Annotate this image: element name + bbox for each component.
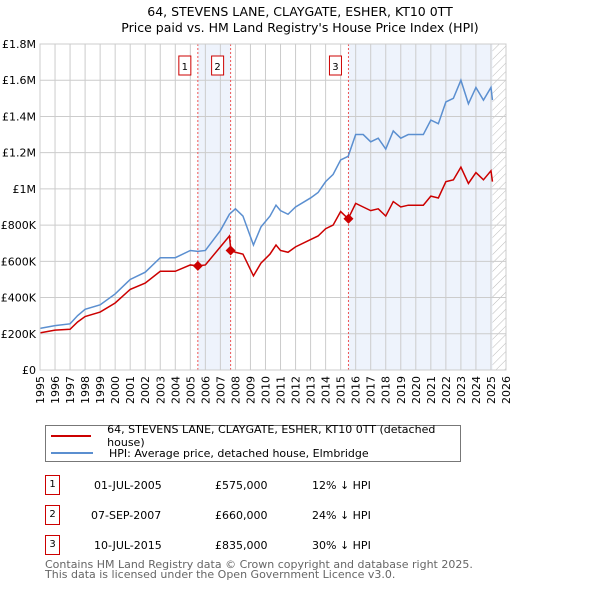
sale-label-box — [328, 55, 342, 76]
x-tick-label: 1995 — [34, 376, 47, 404]
x-tick-label: 2024 — [470, 376, 483, 404]
x-tick-label: 2010 — [259, 376, 272, 404]
legend: 64, STEVENS LANE, CLAYGATE, ESHER, KT10 … — [45, 423, 461, 462]
x-tick-label: 2001 — [124, 376, 137, 404]
y-tick-label: £1.2M — [2, 147, 36, 160]
sale-point — [225, 245, 236, 256]
legend-swatch-blue — [51, 452, 93, 454]
x-tick-label: 2021 — [425, 376, 438, 404]
x-tick-label: 2008 — [229, 376, 242, 404]
sale-label: 2 — [214, 62, 220, 73]
sale-point — [192, 260, 203, 271]
y-tick-label: £0 — [22, 364, 36, 377]
legend-label: 64, STEVENS LANE, CLAYGATE, ESHER, KT10 … — [107, 423, 436, 449]
x-tick-label: 2023 — [455, 376, 468, 404]
chart-title: 64, STEVENS LANE, CLAYGATE, ESHER, KT10 … — [147, 4, 453, 19]
x-tick-label: 2006 — [199, 376, 212, 404]
sale-label: 1 — [182, 62, 188, 73]
y-tick-label: £1M — [13, 183, 37, 196]
property-price-line — [39, 165, 494, 334]
plot-border — [39, 43, 507, 371]
x-tick-label: 2016 — [350, 376, 363, 404]
shaded-range — [348, 44, 493, 370]
sale-number-badge: 3 — [45, 535, 60, 555]
sale-date: 01-JUL-2005 — [94, 479, 162, 492]
sale-label-box — [178, 55, 192, 76]
x-tick-label: 2025 — [485, 376, 498, 404]
x-tick-label: 2009 — [244, 376, 257, 404]
sale-point — [343, 213, 354, 224]
x-tick-label: 1998 — [79, 376, 92, 404]
y-tick-label: £400K — [1, 292, 37, 305]
hpi-line — [39, 78, 494, 330]
footer-line: This data is licensed under the Open Gov… — [45, 568, 396, 581]
x-tick-label: 2005 — [184, 376, 197, 404]
x-tick-label: 2012 — [290, 376, 303, 404]
sale-row: 3 10-JUL-2015 £835,000 30% ↓ HPI — [45, 535, 465, 555]
sale-hpi-diff: 30% ↓ HPI — [312, 539, 371, 552]
x-tick-label: 2013 — [305, 376, 318, 404]
x-tick-label: 2011 — [275, 376, 288, 404]
sale-label: 3 — [332, 62, 338, 73]
x-tick-label: 2022 — [440, 376, 453, 404]
x-tick-label: 2014 — [320, 376, 333, 404]
chart-subtitle: Price paid vs. HM Land Registry's House … — [121, 20, 479, 35]
x-tick-label: 2000 — [109, 376, 122, 404]
sale-date: 07-SEP-2007 — [91, 509, 162, 522]
sale-price: £575,000 — [215, 479, 268, 492]
sale-date: 10-JUL-2015 — [94, 539, 162, 552]
x-tick-label: 2002 — [139, 376, 152, 404]
legend-swatch-red — [51, 435, 92, 437]
x-tick-label: 1996 — [49, 376, 62, 404]
y-tick-label: £800K — [1, 219, 37, 232]
x-tick-label: 1999 — [94, 376, 107, 404]
x-tick-label: 2007 — [214, 376, 227, 404]
legend-item-property: 64, STEVENS LANE, CLAYGATE, ESHER, KT10 … — [46, 423, 460, 449]
x-tick-label: 2019 — [395, 376, 408, 404]
x-tick-label: 2020 — [410, 376, 423, 404]
legend-label: HPI: Average price, detached house, Elmb… — [109, 446, 369, 460]
sale-hpi-diff: 12% ↓ HPI — [312, 479, 371, 492]
x-tick-label: 2004 — [169, 376, 182, 404]
legend-item-hpi: HPI: Average price, detached house, Elmb… — [46, 445, 369, 461]
y-tick-label: £600K — [1, 255, 37, 268]
sale-hpi-diff: 24% ↓ HPI — [312, 509, 371, 522]
footer: Contains HM Land Registry data © Crown c… — [45, 558, 473, 581]
sale-row: 1 01-JUL-2005 £575,000 12% ↓ HPI — [45, 475, 465, 495]
y-tick-label: £200K — [1, 328, 37, 341]
footer-line: Contains HM Land Registry data © Crown c… — [45, 558, 473, 571]
forecast-hatch — [492, 44, 506, 370]
price-chart: 1995 1996 1997 1998 1999 2000 2001 2002 2003 2004… — [1, 38, 513, 404]
sale-row: 2 07-SEP-2007 £660,000 24% ↓ HPI — [45, 505, 465, 525]
y-tick-label: £1.6M — [2, 74, 36, 87]
x-tick-label: 2003 — [154, 376, 167, 404]
sale-price: £835,000 — [215, 539, 268, 552]
x-tick-label: 2026 — [500, 376, 513, 404]
sale-number-badge: 1 — [45, 475, 60, 495]
sale-number-badge: 2 — [45, 505, 60, 525]
x-tick-label: 2015 — [335, 376, 348, 404]
shaded-range — [197, 44, 231, 370]
y-tick-label: £1.8M — [2, 38, 36, 51]
y-tick-label: £1.4M — [2, 110, 36, 123]
sale-price: £660,000 — [215, 509, 268, 522]
x-tick-label: 2018 — [380, 376, 393, 404]
x-tick-label: 2017 — [365, 376, 378, 404]
sale-label-box — [211, 55, 225, 76]
x-tick-label: 1997 — [64, 376, 77, 404]
